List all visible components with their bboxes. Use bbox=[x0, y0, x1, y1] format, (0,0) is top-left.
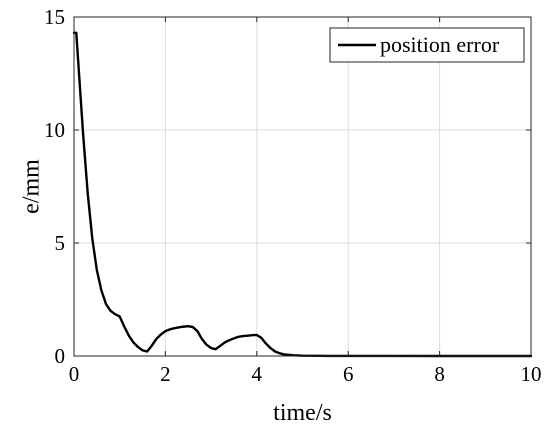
x-tick-label: 4 bbox=[252, 362, 263, 386]
axis-ticks bbox=[73, 16, 532, 357]
data-series bbox=[72, 31, 533, 358]
x-tick-label: 10 bbox=[521, 362, 542, 386]
x-axis-label: time/s bbox=[273, 400, 332, 426]
x-tick-label: 8 bbox=[434, 362, 445, 386]
series-line-position-error bbox=[72, 31, 533, 358]
plot-area bbox=[74, 17, 531, 356]
legend-label: position error bbox=[380, 32, 500, 57]
y-tick-label: 10 bbox=[44, 118, 65, 142]
y-axis-label: e/mm bbox=[18, 159, 44, 214]
tick-labels: 0 2 4 6 8 10 0 5 10 15 bbox=[44, 5, 542, 386]
x-tick-label: 0 bbox=[69, 362, 80, 386]
y-tick-label: 5 bbox=[55, 231, 66, 255]
x-tick-label: 6 bbox=[343, 362, 354, 386]
y-tick-label: 15 bbox=[44, 5, 65, 29]
y-tick-label: 0 bbox=[55, 344, 66, 368]
plot-frame bbox=[73, 16, 532, 357]
x-tick-label: 2 bbox=[160, 362, 171, 386]
legend: position error bbox=[329, 27, 525, 63]
